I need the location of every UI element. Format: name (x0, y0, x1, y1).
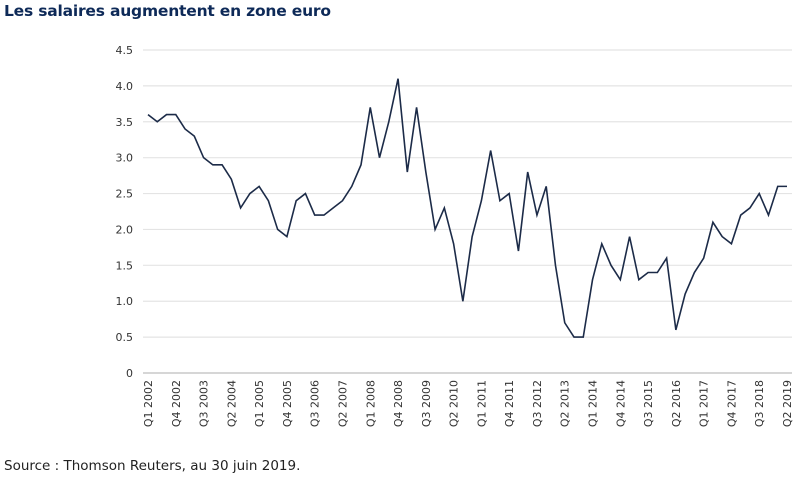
x-tick-label: Q3 2012 (531, 380, 544, 427)
y-tick-label: 3.5 (116, 116, 134, 129)
x-tick-label: Q2 2016 (670, 380, 683, 427)
x-tick-label: Q1 2002 (142, 380, 155, 427)
y-tick-label: 4.5 (116, 44, 134, 57)
y-tick-label: 0.5 (116, 331, 134, 344)
x-tick-label: Q2 2019 (781, 380, 794, 427)
gridlines (143, 49, 792, 374)
y-tick-label: 3.0 (116, 152, 134, 165)
y-tick-label: 2.5 (116, 188, 134, 201)
x-tick-label: Q4 2002 (170, 380, 183, 427)
x-axis-ticks: Q1 2002 Q4 2002 Q3 2003 Q2 2004 Q1 2005 Q4 20… (142, 380, 794, 427)
x-tick-label: Q2 2004 (225, 380, 238, 427)
chart-title: Les salaires augmentent en zone euro (4, 2, 331, 20)
x-tick-label: Q4 2005 (281, 380, 294, 427)
x-tick-label: Q1 2014 (587, 380, 600, 427)
source-note: Source : Thomson Reuters, au 30 juin 201… (4, 458, 301, 474)
x-tick-label: Q4 2014 (614, 380, 627, 427)
x-tick-label: Q4 2017 (725, 380, 738, 427)
y-tick-label: 0 (126, 367, 133, 380)
series (147, 78, 787, 338)
x-tick-label: Q4 2011 (503, 380, 516, 427)
x-tick-label: Q1 2011 (475, 380, 488, 427)
x-tick-label: Q3 2018 (753, 380, 766, 427)
x-tick-label: Q1 2005 (253, 380, 266, 427)
x-tick-label: Q1 2008 (364, 380, 377, 427)
x-tick-label: Q3 2006 (309, 380, 322, 427)
x-tick-label: Q4 2008 (392, 380, 405, 427)
y-tick-label: 4.0 (116, 80, 134, 93)
x-tick-label: Q2 2007 (336, 380, 349, 427)
x-tick-label: Q1 2017 (698, 380, 711, 427)
y-tick-label: 1.0 (116, 295, 134, 308)
y-tick-label: 2.0 (116, 223, 134, 236)
y-axis-ticks: 0 0.5 1.0 1.5 2.0 2.5 3.0 3.5 4.0 4.5 (116, 44, 134, 380)
x-tick-label: Q2 2010 (448, 380, 461, 427)
y-tick-label: 1.5 (116, 259, 134, 272)
x-tick-label: Q3 2009 (420, 380, 433, 427)
x-tick-label: Q3 2003 (198, 380, 211, 427)
series-line (147, 78, 787, 338)
x-tick-label: Q2 2013 (559, 380, 572, 427)
x-tick-label: Q3 2015 (642, 380, 655, 427)
